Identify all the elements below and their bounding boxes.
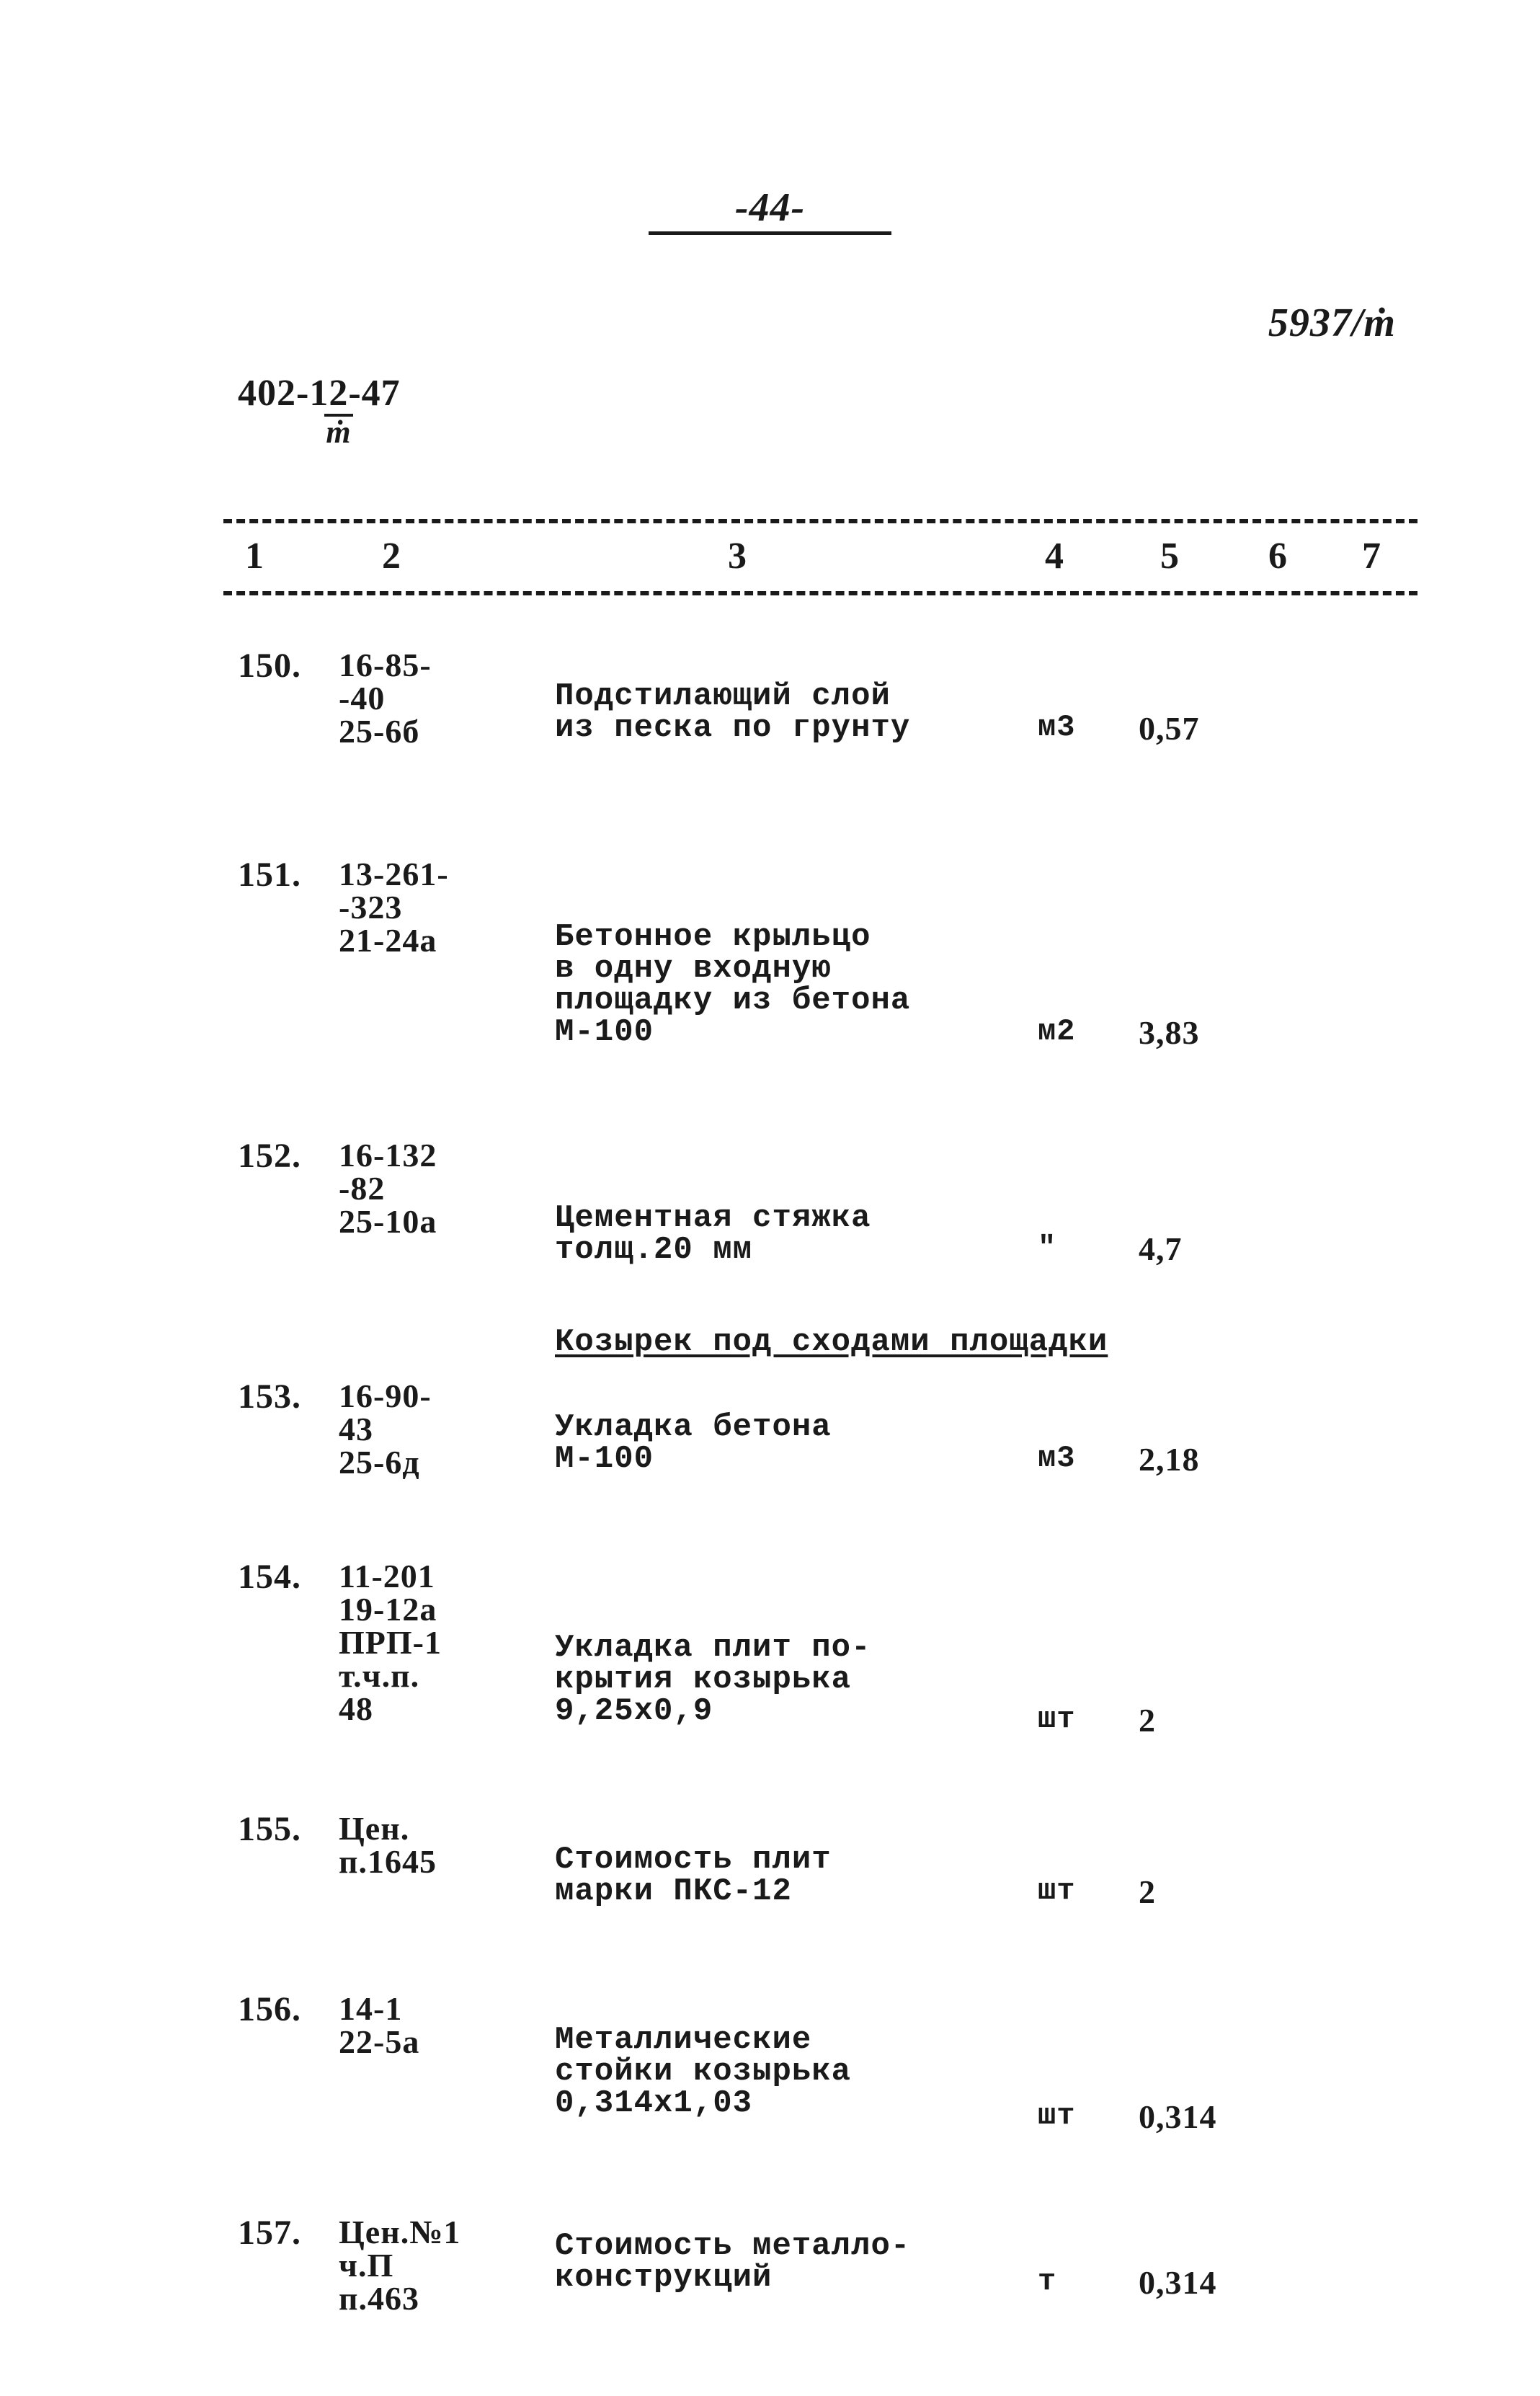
row-code: 16-90- 43 25-6д [339, 1380, 540, 1479]
row-qty: 0,314 [1139, 2266, 1283, 2299]
table-row: 150. 16-85- -40 25-6б Подстилающий слой … [238, 649, 1396, 793]
row-qty: 4,7 [1139, 1233, 1283, 1266]
col-2: 2 [382, 538, 401, 575]
row-unit: м2 [1038, 1016, 1124, 1047]
page: -44- 5937/ṁ 402-12-47 ṁ 1 2 3 4 5 6 7 15… [0, 0, 1540, 2350]
row-qty: 2 [1139, 1876, 1283, 1909]
row-unit: м3 [1038, 1443, 1124, 1473]
row-code: 11-201 19-12а ПРП-1 т.ч.п. 48 [339, 1560, 540, 1726]
column-headers: 1 2 3 4 5 6 7 [223, 538, 1417, 581]
col-3: 3 [728, 538, 747, 575]
table-row: 153. 16-90- 43 25-6д Укладка бетона М-10… [238, 1380, 1396, 1495]
row-unit: шт [1038, 2100, 1124, 2131]
col-7: 7 [1362, 538, 1381, 575]
row-desc: Цементная стяжка толщ.20 мм [555, 1139, 1002, 1266]
row-qty: 0,314 [1139, 2100, 1283, 2134]
row-code: 13-261- -323 21-24а [339, 858, 540, 957]
section-note-text: Козырек под сходами площадки [555, 1324, 1108, 1360]
row-desc: Металлические стойки козырька 0,314х1,03 [555, 1992, 1002, 2119]
row-code: Цен. п.1645 [339, 1812, 540, 1878]
row-code: Цен.№1 ч.П п.463 [339, 2216, 540, 2315]
row-desc: Стоимость металло- конструкций [555, 2216, 1002, 2294]
row-number: 151. [238, 858, 339, 892]
row-qty: 0,57 [1139, 712, 1283, 745]
row-unit: м3 [1038, 712, 1124, 742]
row-desc: Бетонное крыльцо в одну входную площадку… [555, 858, 1002, 1048]
table-body: 150. 16-85- -40 25-6б Подстилающий слой … [238, 649, 1396, 2396]
doc-code-text: 402-12-47 [238, 373, 401, 414]
page-number-text: -44- [649, 185, 891, 235]
row-number: 156. [238, 1992, 339, 2027]
row-unit: " [1038, 1233, 1124, 1263]
row-desc: Стоимость плит марки ПКС-12 [555, 1812, 1002, 1907]
doc-code-sub: ṁ [324, 414, 353, 448]
row-qty: 2,18 [1139, 1443, 1283, 1476]
row-number: 150. [238, 649, 339, 683]
col-4: 4 [1045, 538, 1064, 575]
page-number: -44- [0, 187, 1540, 228]
header-divider-top [223, 519, 1417, 523]
table-row: 157. Цен.№1 ч.П п.463 Стоимость металло-… [238, 2216, 1396, 2331]
row-code: 14-1 22-5а [339, 1992, 540, 2059]
row-number: 152. [238, 1139, 339, 1173]
row-unit: т [1038, 2266, 1124, 2297]
table-row: 156. 14-1 22-5а Металлические стойки коз… [238, 1992, 1396, 2151]
row-code: 16-85- -40 25-6б [339, 649, 540, 748]
col-1: 1 [245, 538, 264, 575]
table-row: 152. 16-132 -82 25-10а Цементная стяжка … [238, 1139, 1396, 1283]
row-qty: 2 [1139, 1704, 1283, 1737]
table-row: 154. 11-201 19-12а ПРП-1 т.ч.п. 48 Уклад… [238, 1560, 1396, 1747]
row-desc: Укладка бетона М-100 [555, 1380, 1002, 1475]
top-right-note: 5937/ṁ [1268, 303, 1396, 343]
table-row: 155. Цен. п.1645 Стоимость плит марки ПК… [238, 1812, 1396, 1927]
table-row: 151. 13-261- -323 21-24а Бетонное крыльц… [238, 858, 1396, 1074]
row-desc: Подстилающий слой из песка по грунту [555, 649, 1002, 744]
col-6: 6 [1268, 538, 1288, 575]
row-number: 153. [238, 1380, 339, 1414]
doc-code: 402-12-47 ṁ [238, 375, 401, 448]
col-5: 5 [1160, 538, 1180, 575]
section-note: Козырек под сходами площадки [555, 1326, 1396, 1358]
header-divider-bottom [223, 591, 1417, 595]
row-unit: шт [1038, 1704, 1124, 1734]
row-unit: шт [1038, 1876, 1124, 1906]
row-desc: Укладка плит по- крытия козырька 9,25х0,… [555, 1560, 1002, 1727]
row-number: 155. [238, 1812, 339, 1847]
row-code: 16-132 -82 25-10а [339, 1139, 540, 1238]
row-number: 157. [238, 2216, 339, 2250]
row-number: 154. [238, 1560, 339, 1594]
row-qty: 3,83 [1139, 1016, 1283, 1050]
